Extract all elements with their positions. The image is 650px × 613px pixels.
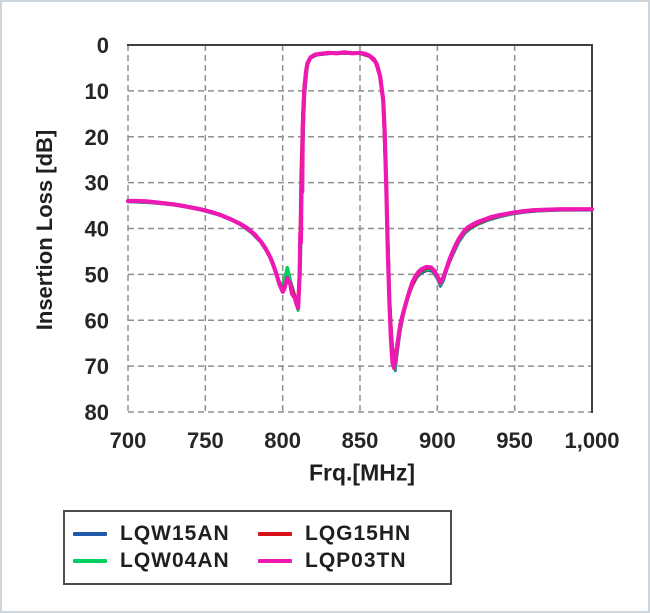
legend-item-LQG15HN: LQG15HN (258, 522, 440, 546)
legend-item-LQW04AN: LQW04AN (73, 549, 258, 573)
x-tick-label: 750 (187, 428, 224, 453)
x-tick-label: 900 (419, 428, 456, 453)
legend-swatch-LQW15AN (73, 531, 107, 536)
x-tick-label: 700 (110, 428, 147, 453)
legend-label: LQW04AN (120, 549, 230, 573)
legend-box: LQW15AN LQW04AN LQG15HN LQP03TN (63, 510, 452, 585)
y-tick-label: 50 (85, 262, 109, 287)
y-tick-label: 20 (85, 125, 109, 150)
y-axis-title: Insertion Loss [dB] (32, 129, 57, 331)
legend-label: LQG15HN (305, 521, 412, 545)
y-tick-label: 60 (85, 308, 109, 333)
x-tick-label: 1,000 (564, 428, 619, 453)
x-tick-label: 800 (264, 428, 301, 453)
y-tick-label: 40 (85, 217, 109, 242)
y-tick-label: 0 (97, 33, 109, 58)
legend-label: LQW15AN (120, 521, 230, 545)
legend-label: LQP03TN (305, 549, 407, 573)
x-tick-label: 850 (342, 428, 379, 453)
y-tick-label: 70 (85, 354, 109, 379)
legend-swatch-LQG15HN (258, 531, 292, 536)
legend-swatch-LQP03TN (258, 559, 292, 564)
legend-item-LQP03TN: LQP03TN (258, 549, 440, 573)
legend-swatch-LQW04AN (73, 559, 107, 564)
x-tick-label: 950 (496, 428, 533, 453)
x-axis-title: Frq.[MHz] (308, 459, 416, 486)
legend-item-LQW15AN: LQW15AN (73, 522, 258, 546)
y-tick-label: 10 (85, 79, 109, 104)
series-line-LQP03TN (125, 50, 595, 370)
y-tick-label: 30 (85, 171, 109, 196)
y-tick-label: 80 (85, 400, 109, 425)
